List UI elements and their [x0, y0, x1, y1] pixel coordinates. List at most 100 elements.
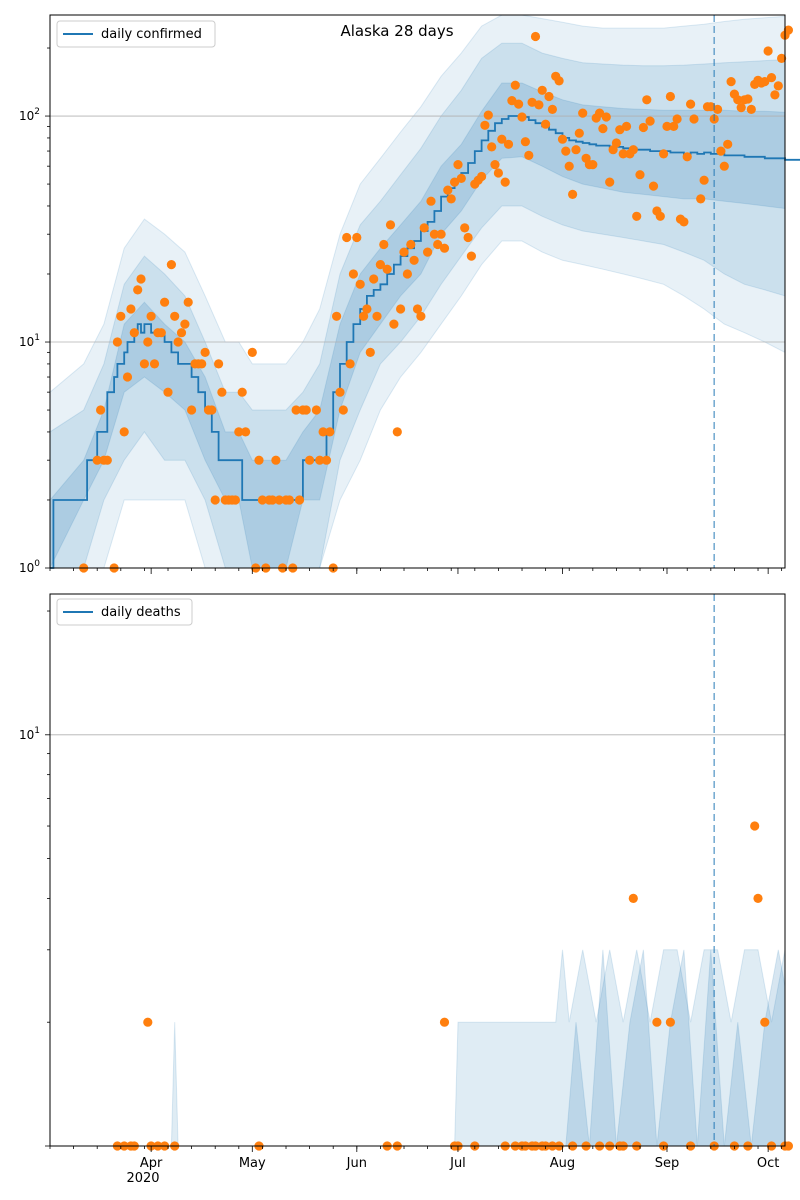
observed-point [726, 77, 736, 87]
observed-point [116, 311, 126, 321]
observed-point [385, 220, 396, 230]
observed-point [257, 495, 267, 505]
observed-point [348, 269, 358, 279]
observed-point [416, 311, 426, 321]
observed-point [187, 405, 197, 415]
observed-point [197, 359, 207, 369]
observed-point [743, 94, 753, 104]
x-tick-label: Jun [346, 1156, 367, 1171]
confirmed-gridlines [50, 115, 785, 343]
legend-label-deaths: daily deaths [101, 605, 181, 620]
deaths-uncertainty-bands [50, 949, 785, 1146]
legend-label-confirmed: daily confirmed [101, 27, 202, 42]
observed-point [436, 229, 446, 239]
observed-point [325, 427, 335, 437]
observed-point [247, 347, 257, 357]
observed-point [588, 160, 598, 170]
x-tick-label: May [239, 1156, 266, 1171]
observed-point [156, 328, 166, 338]
observed-point [642, 95, 652, 105]
observed-point [375, 260, 385, 270]
observed-point [143, 337, 153, 347]
x-axis-year-label: 2020 [126, 1171, 159, 1186]
observed-point [773, 81, 783, 91]
y-tick-label: 101 [19, 726, 40, 742]
observed-point [713, 104, 723, 114]
observed-point [318, 427, 328, 437]
observed-point [763, 46, 773, 56]
observed-point [500, 177, 510, 187]
observed-point [541, 119, 551, 129]
observed-point [119, 427, 129, 437]
observed-point [777, 53, 787, 64]
observed-point [133, 285, 143, 295]
observed-point [396, 304, 406, 314]
observed-point [311, 405, 321, 415]
deaths-legend: daily deaths [56, 598, 193, 626]
observed-point [696, 194, 706, 204]
observed-point [480, 120, 490, 130]
observed-point [530, 31, 541, 42]
observed-point [173, 337, 183, 347]
observed-point [92, 455, 102, 465]
observed-point [601, 112, 611, 122]
observed-point [628, 893, 638, 904]
observed-point [315, 455, 325, 465]
observed-point [241, 427, 251, 437]
observed-point [750, 821, 760, 831]
confirmed-panel: 100 101 102 Alaska 28 days daily confirmed [19, 14, 800, 575]
observed-point [483, 110, 493, 120]
observed-point [534, 100, 544, 110]
observed-point [335, 387, 345, 397]
observed-point [689, 114, 699, 124]
observed-point [345, 359, 355, 369]
observed-point [557, 134, 568, 144]
observed-point [183, 297, 193, 307]
observed-point [372, 311, 382, 321]
observed-point [126, 304, 136, 314]
observed-point [699, 175, 709, 185]
observed-point [163, 387, 173, 397]
observed-point [783, 25, 794, 35]
observed-point [129, 328, 139, 338]
observed-point [648, 181, 659, 191]
observed-point [143, 1017, 153, 1027]
chart-title: Alaska 28 days [340, 22, 453, 40]
observed-point [510, 80, 520, 90]
observed-point [139, 359, 149, 369]
observed-point [618, 149, 628, 159]
observed-point [716, 146, 726, 156]
observed-point [564, 161, 574, 171]
observed-point [170, 311, 180, 321]
observed-point [621, 121, 632, 131]
observed-point [305, 455, 315, 465]
deaths-plot-area [50, 594, 785, 1146]
observed-point [635, 170, 645, 180]
observed-point [736, 103, 746, 113]
observed-point [598, 124, 608, 134]
y-tick-label: 100 [19, 559, 40, 575]
observed-point [207, 405, 217, 415]
observed-point [561, 146, 571, 156]
observed-point [284, 495, 294, 505]
observed-point [230, 495, 240, 505]
observed-point [439, 1017, 450, 1027]
y-tick-label: 101 [19, 333, 40, 349]
confirmed-median-line [50, 115, 800, 569]
observed-point [477, 171, 487, 182]
observed-point [402, 269, 412, 279]
observed-point [365, 347, 375, 357]
observed-point [439, 243, 450, 253]
observed-point [453, 160, 463, 170]
deaths-panel: 101 Apr May Jun Jul Aug Sep Oct daily deaths 2… [19, 593, 794, 1186]
observed-point [466, 251, 476, 261]
observed-point [487, 142, 497, 152]
observed-point [682, 152, 692, 162]
observed-point [146, 311, 156, 321]
observed-point [399, 247, 409, 257]
x-tick-label: Oct [757, 1156, 779, 1171]
observed-point [166, 260, 176, 270]
observed-point [665, 91, 676, 102]
confirmed-legend: daily confirmed [56, 20, 216, 48]
observed-point [611, 138, 622, 148]
